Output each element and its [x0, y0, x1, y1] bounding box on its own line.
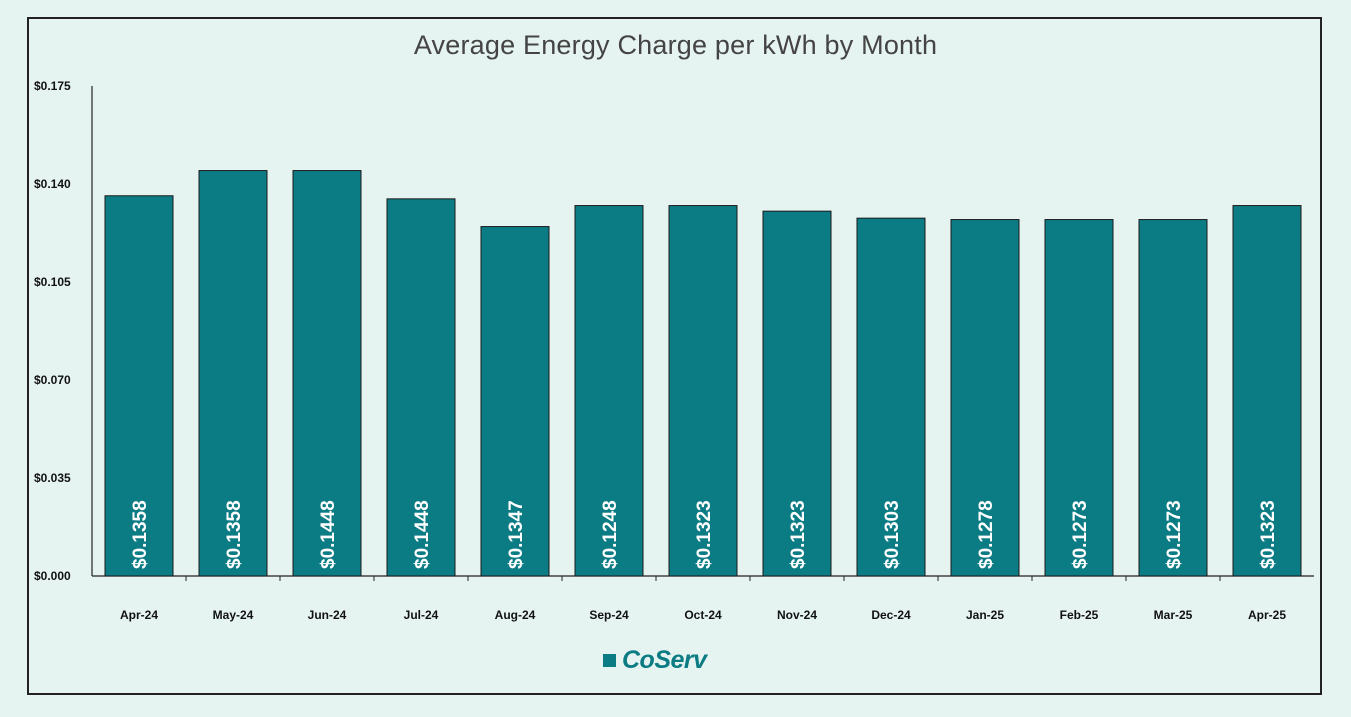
bar: [198, 170, 268, 577]
coserv-logo: CoServ: [603, 648, 707, 673]
y-tick-label: $0.035: [34, 471, 71, 485]
data-label: $0.1448: [412, 500, 433, 569]
data-label: $0.1323: [788, 500, 809, 569]
x-tick-label: May-24: [213, 608, 254, 622]
x-tick-label: Jun-24: [308, 608, 347, 622]
bar: [856, 217, 926, 577]
x-tick-label: Apr-24: [120, 608, 158, 622]
x-tick-label: Mar-25: [1154, 608, 1193, 622]
data-label: $0.1323: [694, 500, 715, 569]
x-tick-label: Sep-24: [589, 608, 629, 622]
bar: [386, 198, 456, 577]
data-label: $0.1303: [882, 500, 903, 569]
x-tick-label: Aug-24: [495, 608, 536, 622]
y-tick-label: $0.000: [34, 569, 71, 583]
x-tick-label: Oct-24: [684, 608, 722, 622]
x-tick-label: Apr-25: [1248, 608, 1286, 622]
bar: [1138, 219, 1208, 577]
y-tick-label: $0.070: [34, 373, 71, 387]
x-tick-label: Dec-24: [871, 608, 911, 622]
bar: [292, 170, 362, 577]
x-tick-label: Jul-24: [404, 608, 439, 622]
data-label: $0.1358: [224, 500, 245, 569]
bar: [480, 226, 550, 577]
bar: [950, 219, 1020, 577]
x-tick-label: Jan-25: [966, 608, 1004, 622]
bar: [574, 205, 644, 577]
x-tick-label: Feb-25: [1060, 608, 1099, 622]
data-label: $0.1278: [976, 500, 997, 569]
y-tick-label: $0.105: [34, 275, 71, 289]
y-tick-label: $0.140: [34, 177, 71, 191]
bar: [104, 195, 174, 577]
data-label: $0.1323: [1258, 500, 1279, 569]
logo-square-icon: [603, 654, 616, 667]
bar: [1232, 205, 1302, 577]
data-label: $0.1273: [1070, 500, 1091, 569]
data-label: $0.1448: [318, 500, 339, 569]
data-label: $0.1358: [130, 500, 151, 569]
data-label: $0.1273: [1164, 500, 1185, 569]
bar: [1044, 219, 1114, 577]
data-label: $0.1248: [600, 500, 621, 569]
bar: [762, 210, 832, 577]
logo-text: CoServ: [622, 646, 707, 674]
y-tick-label: $0.175: [34, 79, 71, 93]
x-tick-label: Nov-24: [777, 608, 817, 622]
data-label: $0.1347: [506, 500, 527, 569]
chart-title: Average Energy Charge per kWh by Month: [413, 30, 938, 60]
bar: [668, 205, 738, 577]
